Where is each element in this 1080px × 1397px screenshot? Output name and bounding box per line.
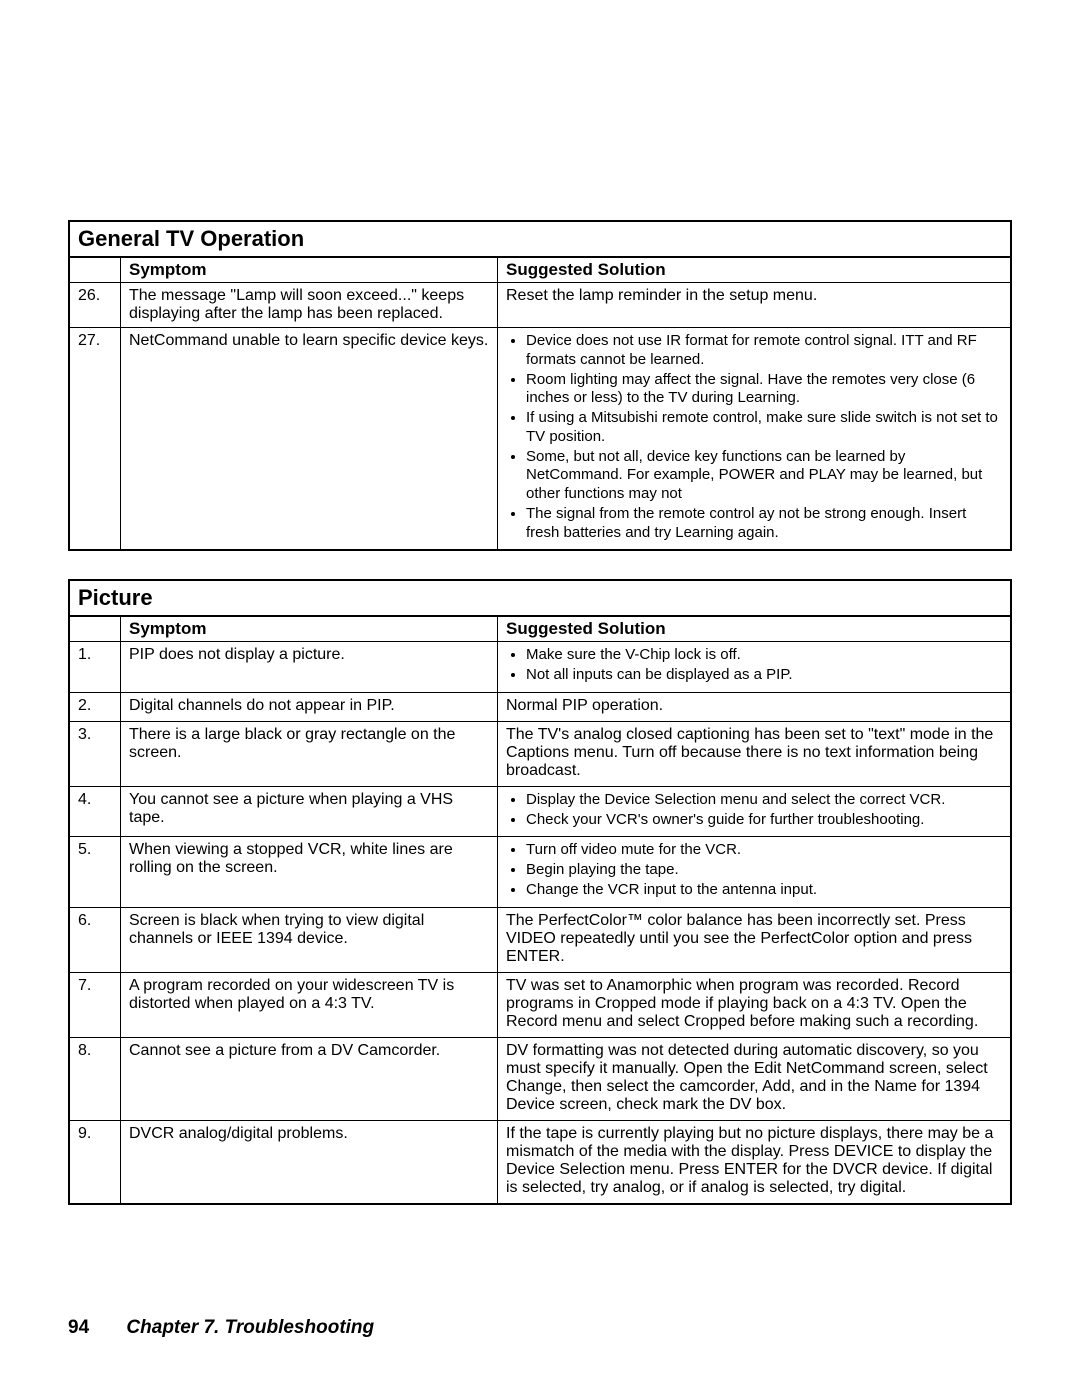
- col-head-solution: Suggested Solution: [498, 257, 1012, 283]
- row-number: 1.: [69, 642, 121, 693]
- table-row: 26.The message "Lamp will soon exceed...…: [69, 283, 1011, 328]
- solution-bullet: Make sure the V-Chip lock is off.: [526, 646, 1002, 665]
- row-number: 26.: [69, 283, 121, 328]
- col-head-blank: [69, 257, 121, 283]
- symptom-cell: NetCommand unable to learn specific devi…: [121, 328, 498, 551]
- row-number: 6.: [69, 907, 121, 972]
- table-row: 4.You cannot see a picture when playing …: [69, 786, 1011, 837]
- solution-list: Turn off video mute for the VCR.Begin pl…: [506, 841, 1002, 899]
- col-head-blank: [69, 616, 121, 642]
- table-row: 27.NetCommand unable to learn specific d…: [69, 328, 1011, 551]
- solution-bullet: If using a Mitsubishi remote control, ma…: [526, 409, 1002, 447]
- symptom-cell: The message "Lamp will soon exceed..." k…: [121, 283, 498, 328]
- row-number: 2.: [69, 692, 121, 721]
- row-number: 7.: [69, 972, 121, 1037]
- table-row: 8.Cannot see a picture from a DV Camcord…: [69, 1037, 1011, 1120]
- solution-bullet: Display the Device Selection menu and se…: [526, 791, 1002, 810]
- solution-cell: Make sure the V-Chip lock is off.Not all…: [498, 642, 1012, 693]
- solution-list: Make sure the V-Chip lock is off.Not all…: [506, 646, 1002, 685]
- solution-cell: Display the Device Selection menu and se…: [498, 786, 1012, 837]
- symptom-cell: A program recorded on your widescreen TV…: [121, 972, 498, 1037]
- troubleshooting-table: General TV OperationSymptomSuggested Sol…: [68, 220, 1012, 551]
- solution-bullet: Change the VCR input to the antenna inpu…: [526, 881, 1002, 900]
- solution-list: Device does not use IR format for remote…: [506, 332, 1002, 542]
- row-number: 27.: [69, 328, 121, 551]
- solution-bullet: The signal from the remote control ay no…: [526, 505, 1002, 543]
- symptom-cell: When viewing a stopped VCR, white lines …: [121, 837, 498, 907]
- row-number: 4.: [69, 786, 121, 837]
- symptom-cell: Cannot see a picture from a DV Camcorder…: [121, 1037, 498, 1120]
- col-head-solution: Suggested Solution: [498, 616, 1012, 642]
- table-row: 6.Screen is black when trying to view di…: [69, 907, 1011, 972]
- solution-cell: If the tape is currently playing but no …: [498, 1120, 1012, 1204]
- table-row: 1.PIP does not display a picture.Make su…: [69, 642, 1011, 693]
- table-title: General TV Operation: [69, 221, 1011, 257]
- solution-bullet: Turn off video mute for the VCR.: [526, 841, 1002, 860]
- table-row: 9.DVCR analog/digital problems.If the ta…: [69, 1120, 1011, 1204]
- page-number: 94: [68, 1317, 89, 1339]
- row-number: 9.: [69, 1120, 121, 1204]
- tables-container: General TV OperationSymptomSuggested Sol…: [68, 220, 1012, 1205]
- symptom-cell: PIP does not display a picture.: [121, 642, 498, 693]
- page-content: General TV OperationSymptomSuggested Sol…: [0, 0, 1080, 1205]
- solution-cell: Turn off video mute for the VCR.Begin pl…: [498, 837, 1012, 907]
- solution-bullet: Not all inputs can be displayed as a PIP…: [526, 666, 1002, 685]
- solution-cell: Normal PIP operation.: [498, 692, 1012, 721]
- troubleshooting-table: PictureSymptomSuggested Solution1.PIP do…: [68, 579, 1012, 1204]
- solution-bullet: Begin playing the tape.: [526, 861, 1002, 880]
- table-row: 7.A program recorded on your widescreen …: [69, 972, 1011, 1037]
- symptom-cell: There is a large black or gray rectangle…: [121, 721, 498, 786]
- solution-cell: The TV's analog closed captioning has be…: [498, 721, 1012, 786]
- solution-bullet: Check your VCR's owner's guide for furth…: [526, 811, 1002, 830]
- row-number: 8.: [69, 1037, 121, 1120]
- symptom-cell: Screen is black when trying to view digi…: [121, 907, 498, 972]
- solution-cell: The PerfectColor™ color balance has been…: [498, 907, 1012, 972]
- col-head-symptom: Symptom: [121, 616, 498, 642]
- table-row: 3.There is a large black or gray rectang…: [69, 721, 1011, 786]
- col-head-symptom: Symptom: [121, 257, 498, 283]
- page-footer: 94 Chapter 7. Troubleshooting: [68, 1317, 374, 1339]
- solution-bullet: Room lighting may affect the signal. Hav…: [526, 371, 1002, 409]
- table-title: Picture: [69, 580, 1011, 616]
- row-number: 5.: [69, 837, 121, 907]
- solution-cell: TV was set to Anamorphic when program wa…: [498, 972, 1012, 1037]
- solution-cell: Reset the lamp reminder in the setup men…: [498, 283, 1012, 328]
- table-row: 2.Digital channels do not appear in PIP.…: [69, 692, 1011, 721]
- symptom-cell: Digital channels do not appear in PIP.: [121, 692, 498, 721]
- solution-cell: Device does not use IR format for remote…: [498, 328, 1012, 551]
- chapter-title: Chapter 7. Troubleshooting: [126, 1317, 374, 1338]
- symptom-cell: DVCR analog/digital problems.: [121, 1120, 498, 1204]
- solution-cell: DV formatting was not detected during au…: [498, 1037, 1012, 1120]
- solution-bullet: Device does not use IR format for remote…: [526, 332, 1002, 370]
- row-number: 3.: [69, 721, 121, 786]
- table-row: 5.When viewing a stopped VCR, white line…: [69, 837, 1011, 907]
- symptom-cell: You cannot see a picture when playing a …: [121, 786, 498, 837]
- solution-bullet: Some, but not all, device key functions …: [526, 448, 1002, 504]
- solution-list: Display the Device Selection menu and se…: [506, 791, 1002, 830]
